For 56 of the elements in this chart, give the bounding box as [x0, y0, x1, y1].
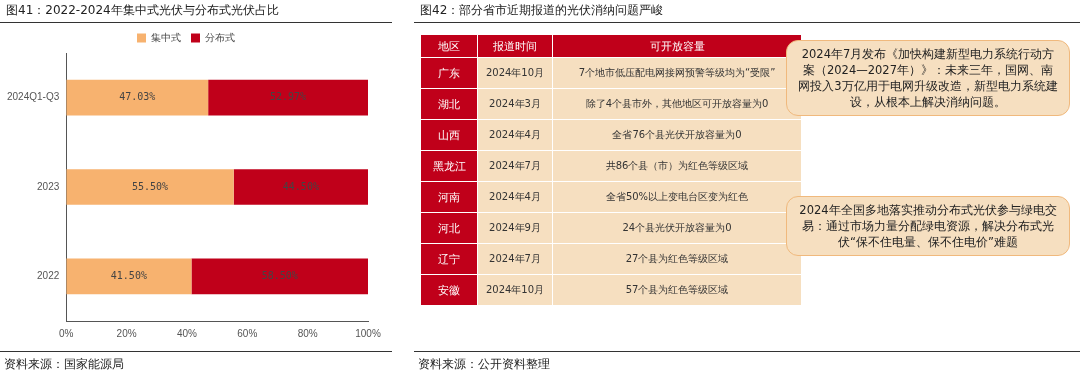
text: 2024年7月 — [477, 243, 553, 275]
text: 可开放容量 — [552, 34, 802, 58]
text: 安徽 — [420, 274, 478, 306]
text: 除了4个县市外，其他地区可开放容量为0 — [585, 98, 769, 109]
text: 2024年4月 — [477, 119, 553, 151]
x-tick-label: 40% — [176, 327, 198, 339]
text: 2024年9月 — [477, 212, 553, 244]
legend-label: 集中式 — [151, 31, 181, 43]
bar — [233, 169, 368, 205]
x-tick-label: 60% — [237, 327, 258, 339]
text: 黑龙江 — [420, 150, 478, 182]
text: 全省76个县光伏开放容量为0 — [552, 119, 802, 151]
text: 2024年10月 — [477, 274, 553, 306]
text: 河北 — [420, 212, 478, 244]
text: 27个县为红色等级区域 — [552, 243, 802, 275]
text: 图42：部分省市近期报道的光伏消纳问题严峻 — [414, 0, 1080, 23]
text: 2024年7月 — [477, 150, 553, 182]
text: 资料来源：公开资料整理 — [414, 351, 1080, 377]
text: 共86个县（市）为红色等级区域 — [552, 150, 802, 182]
y-tick-label: 2023 — [37, 180, 60, 192]
y-tick-label: 2022 — [37, 270, 60, 282]
legend-label: 分布式 — [205, 31, 235, 43]
text: 2024年4月 — [477, 181, 553, 213]
text: 广东 — [420, 57, 478, 89]
text: 57个县为红色等级区域 — [552, 274, 802, 306]
text: 2024年7月发布《加快构建新型电力系统行动方案（2024—2027年）》：未来三年，国网、南网投入3万亿用于电网升级改造，新型电力系统建设，从根本上解决消纳问题。 — [786, 40, 1070, 116]
text: 河南 — [420, 181, 478, 213]
x-tick-label: 80% — [297, 327, 318, 339]
data-label: 44.50% — [282, 180, 319, 192]
text: 湖北 — [420, 88, 478, 120]
data-label: 41.50% — [110, 269, 147, 281]
text: 山西 — [420, 119, 478, 151]
text: 2024年全国多地落实推动分布式光伏参与绿电交易：通过市场力量分配绿电资源，解决分布式光伏“保不住电量、保不住电价”难题 — [786, 196, 1070, 256]
text: 2024年3月 — [477, 88, 553, 120]
text: 全省50%以上变电台区变为红色 — [605, 191, 749, 202]
text: 地区 — [420, 34, 478, 58]
chart-title: 图41：2022-2024年集中式光伏与分布式光伏占比 — [0, 0, 392, 23]
data-label: 55.50% — [131, 180, 169, 192]
x-tick-label: 100% — [355, 327, 381, 339]
data-label: 47.03% — [119, 91, 156, 103]
bar — [66, 258, 192, 295]
text: 2024年10月 — [477, 57, 553, 89]
data-label: 52.97% — [270, 91, 307, 103]
text: 7个地市低压配电网接网预警等级均为“受限” — [578, 67, 776, 78]
x-tick-label: 0% — [59, 327, 74, 339]
bar — [66, 169, 234, 205]
text: 报道时间 — [477, 34, 553, 58]
y-tick-label: 2024Q1-Q3 — [6, 91, 60, 103]
x-tick-label: 20% — [116, 327, 137, 339]
bar — [66, 79, 209, 116]
text: 辽宁 — [420, 243, 478, 275]
text: 24个县光伏开放容量为0 — [622, 222, 732, 233]
text: 资料来源：国家能源局 — [0, 351, 392, 377]
bar — [191, 258, 368, 295]
bar — [208, 79, 368, 116]
data-label: 58.50% — [261, 269, 298, 281]
